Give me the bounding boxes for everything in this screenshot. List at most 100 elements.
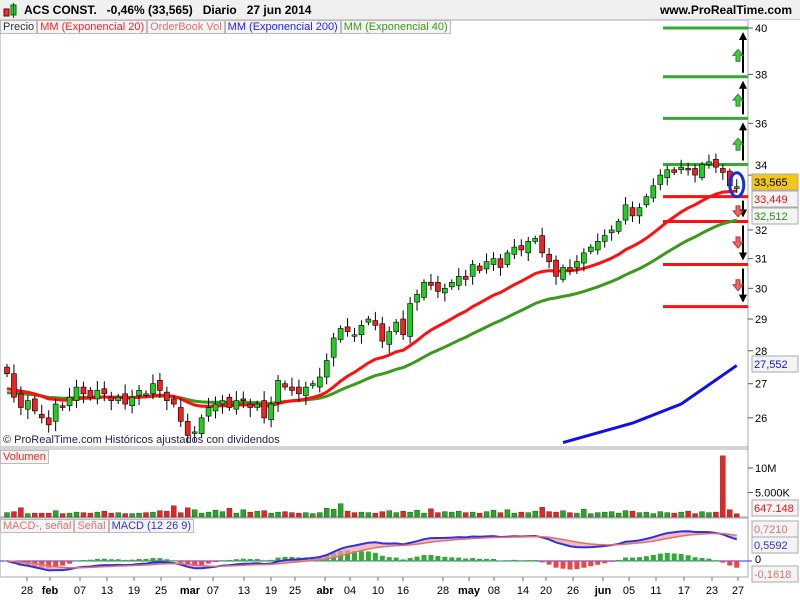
macd-histogram-bar: [94, 558, 100, 562]
macd-histogram-bar: [734, 561, 740, 568]
candle-body: [720, 168, 726, 173]
volume-bar: [615, 512, 622, 518]
volume-tick-label: 5.000K: [755, 488, 791, 500]
green-up-arrow-icon: [731, 48, 745, 62]
macd-histogram-bar: [254, 559, 260, 562]
candle-body: [351, 334, 358, 337]
macd-histogram-bar: [581, 561, 587, 568]
volume-bar: [734, 513, 740, 518]
volume-bar: [504, 509, 511, 518]
macd-histogram-bar: [115, 559, 121, 562]
candle: [59, 402, 66, 411]
candle: [435, 275, 441, 299]
macd-histogram-bar: [470, 558, 476, 562]
x-tick-label: abr: [316, 585, 334, 597]
volume-bar: [275, 511, 281, 518]
macd-histogram-bar: [240, 558, 246, 562]
candle: [664, 165, 671, 186]
candle: [330, 332, 337, 367]
candle: [657, 169, 664, 191]
candle: [678, 159, 684, 175]
candle-body: [407, 303, 413, 337]
site-link[interactable]: www.ProRealTime.com: [659, 3, 792, 17]
ema200-line: [562, 364, 738, 445]
volume-bar: [664, 512, 670, 518]
x-tick-label: 19: [128, 585, 140, 597]
ema20-value-label: 33,449: [754, 194, 788, 206]
candle: [587, 244, 594, 255]
volume-bar: [303, 512, 309, 518]
volume-bar: [692, 513, 698, 518]
volume-bar: [282, 511, 288, 518]
ema40-value-label-box: [751, 207, 799, 225]
signal-value-label: 0,7210: [754, 524, 788, 536]
candle-body: [101, 388, 108, 395]
candle-body: [455, 276, 462, 286]
candle-body: [657, 174, 664, 185]
volume-bar: [365, 512, 372, 518]
volume-bar: [46, 512, 52, 518]
candle: [87, 387, 94, 401]
macd_legend-legend-item[interactable]: MACD-, señal: [0, 519, 75, 533]
volume-bar: [59, 513, 66, 518]
price_legend-legend-item[interactable]: Precio: [0, 20, 38, 34]
candle-body: [386, 331, 393, 345]
volume-bar: [254, 510, 260, 518]
price_legend-legend-item[interactable]: MM (Exponencial 40): [340, 20, 451, 34]
candle: [525, 236, 532, 262]
candle-body: [692, 168, 698, 176]
candle: [560, 264, 566, 283]
macd_legend-legend-item[interactable]: MACD (12 26 9): [108, 519, 195, 533]
candle-body: [497, 258, 504, 268]
candle: [601, 229, 608, 248]
candle: [337, 325, 344, 343]
macd-histogram-bar: [192, 561, 198, 567]
candle: [25, 395, 31, 419]
macd-histogram-bar: [595, 561, 601, 565]
volume-bar: [108, 512, 114, 518]
volume_legend-legend-item[interactable]: Volumen: [0, 450, 49, 464]
x-tick-label: 07: [74, 585, 86, 597]
candle: [393, 319, 400, 335]
x-tick-label: 19: [265, 585, 277, 597]
volume-bar: [184, 507, 191, 518]
candle: [66, 387, 73, 412]
x-tick-label: 14: [517, 585, 529, 597]
candle-body: [289, 386, 295, 391]
candle-body: [212, 403, 219, 412]
x-tick-label: jun: [594, 585, 612, 597]
volume-bar: [428, 508, 434, 518]
macd-histogram-bar: [574, 561, 580, 570]
chart-title: ACS CONST. -0,46% (33,565) Diario 27 jun…: [24, 3, 312, 17]
price_legend-legend-item[interactable]: OrderBook Vol: [147, 20, 225, 34]
candle-body: [11, 373, 17, 398]
price-tick-label: 34: [755, 160, 767, 172]
x-tick-label: 28: [21, 585, 33, 597]
title-bar: ACS CONST. -0,46% (33,565) Diario 27 jun…: [0, 0, 800, 20]
volume-bar: [713, 511, 719, 518]
candle: [455, 268, 462, 291]
candle-body: [157, 380, 163, 391]
macd-histogram-bar: [213, 561, 218, 563]
candle-body: [733, 186, 740, 189]
volume-bar: [706, 512, 712, 518]
macd-histogram-bar: [414, 556, 420, 562]
candle-body: [261, 400, 267, 419]
candle-body: [309, 383, 316, 386]
price-tick-label: 30: [755, 283, 767, 295]
price-tick-label: 29: [755, 314, 767, 326]
macd_legend-legend-item[interactable]: Señal: [74, 519, 109, 533]
candle-body: [233, 400, 240, 410]
macd-histogram-bar: [365, 551, 371, 562]
macd-histogram-bar: [150, 558, 156, 562]
price_legend-legend-item[interactable]: MM (Exponencial 20): [37, 20, 148, 34]
volume-bar: [379, 511, 385, 518]
macd-histogram-bar: [185, 561, 191, 566]
price-tick-label: 26: [755, 413, 767, 425]
candle-body: [518, 245, 525, 251]
candle-body: [296, 386, 302, 395]
price_legend-legend-item[interactable]: MM (Exponencial 200): [224, 20, 341, 34]
volume-bar: [456, 510, 462, 518]
candle: [699, 161, 705, 181]
